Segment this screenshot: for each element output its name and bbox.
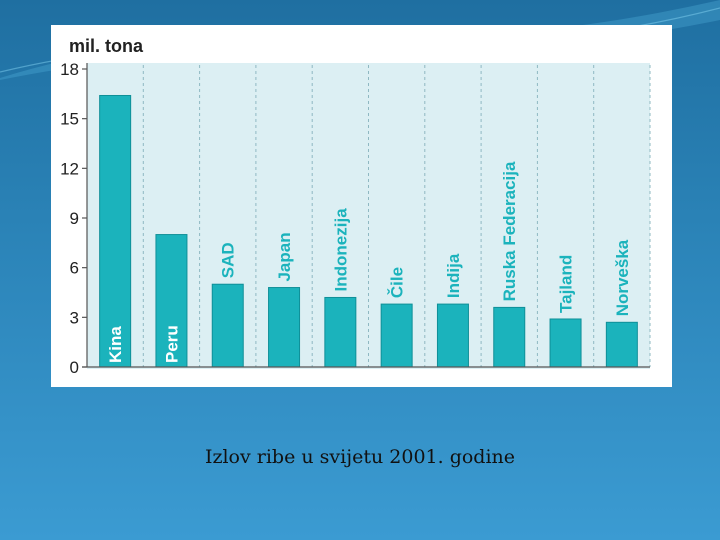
bar xyxy=(155,234,188,368)
bar xyxy=(549,318,582,368)
category-label: Tajland xyxy=(557,255,576,313)
y-tick-label: 0 xyxy=(70,358,79,377)
y-tick-label: 3 xyxy=(70,308,79,327)
category-label: Peru xyxy=(162,325,181,363)
y-tick-label: 18 xyxy=(60,60,79,79)
bar xyxy=(324,296,357,368)
bar xyxy=(493,306,526,368)
category-label: Ruska Federacija xyxy=(500,161,519,301)
bar xyxy=(211,283,244,368)
category-label: SAD xyxy=(219,242,238,278)
bar xyxy=(99,94,132,368)
y-tick-label: 12 xyxy=(60,159,79,178)
category-label: Norveška xyxy=(613,239,632,316)
chart-panel: mil. tona 0 3 6 9 12 15 18 Kina Peru SAD Japan Indon… xyxy=(51,25,672,387)
y-tick-label: 9 xyxy=(70,209,79,228)
category-label: Japan xyxy=(275,232,294,281)
bar xyxy=(436,303,469,368)
bar xyxy=(605,321,638,368)
y-tick-label: 6 xyxy=(70,259,79,278)
category-label: Indonezija xyxy=(331,208,350,292)
slide-caption: Izlov ribe u svijetu 2001. godine xyxy=(204,446,516,468)
category-label: Čile xyxy=(388,267,407,298)
category-label: Indija xyxy=(444,253,463,298)
y-tick-label: 15 xyxy=(60,110,79,129)
bar-chart: mil. tona 0 3 6 9 12 15 18 Kina Peru SAD Japan Indon… xyxy=(60,36,651,377)
y-axis-unit-label: mil. tona xyxy=(69,36,144,56)
category-label: Kina xyxy=(106,326,125,363)
bar xyxy=(268,287,301,368)
bar xyxy=(380,303,413,368)
